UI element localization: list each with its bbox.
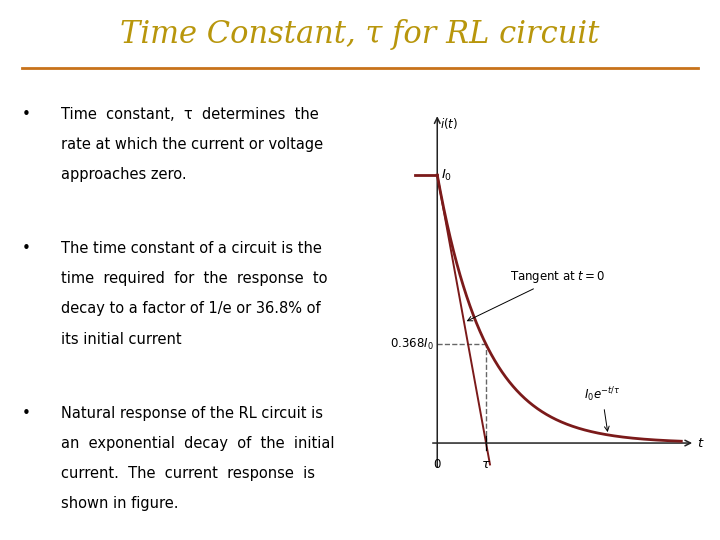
Text: $0$: $0$	[433, 458, 441, 471]
Text: Tangent at $t=0$: Tangent at $t=0$	[467, 269, 606, 321]
Text: rate at which the current or voltage: rate at which the current or voltage	[61, 137, 323, 152]
Text: •: •	[22, 406, 31, 421]
Text: Natural response of the RL circuit is: Natural response of the RL circuit is	[61, 406, 323, 421]
Text: its initial current: its initial current	[61, 332, 181, 347]
Text: decay to a factor of 1/e or 36.8% of: decay to a factor of 1/e or 36.8% of	[61, 301, 320, 316]
Text: The time constant of a circuit is the: The time constant of a circuit is the	[61, 241, 322, 256]
Text: $I_0$: $I_0$	[441, 167, 452, 183]
Text: an  exponential  decay  of  the  initial: an exponential decay of the initial	[61, 436, 335, 451]
Text: $0.368I_0$: $0.368I_0$	[390, 337, 433, 352]
Text: •: •	[22, 241, 31, 256]
Text: Time Constant, τ for RL circuit: Time Constant, τ for RL circuit	[120, 19, 600, 50]
Text: $I_0 e^{-t/\tau}$: $I_0 e^{-t/\tau}$	[584, 386, 621, 431]
Text: $i(t)$: $i(t)$	[440, 116, 458, 131]
Text: $t$: $t$	[697, 436, 705, 449]
Text: $\tau$: $\tau$	[481, 458, 491, 471]
Text: •: •	[22, 106, 31, 122]
Text: current.  The  current  response  is: current. The current response is	[61, 466, 315, 481]
Text: shown in figure.: shown in figure.	[61, 496, 179, 511]
Text: Time  constant,  τ  determines  the: Time constant, τ determines the	[61, 106, 319, 122]
Text: approaches zero.: approaches zero.	[61, 167, 186, 182]
Text: time  required  for  the  response  to: time required for the response to	[61, 271, 328, 286]
